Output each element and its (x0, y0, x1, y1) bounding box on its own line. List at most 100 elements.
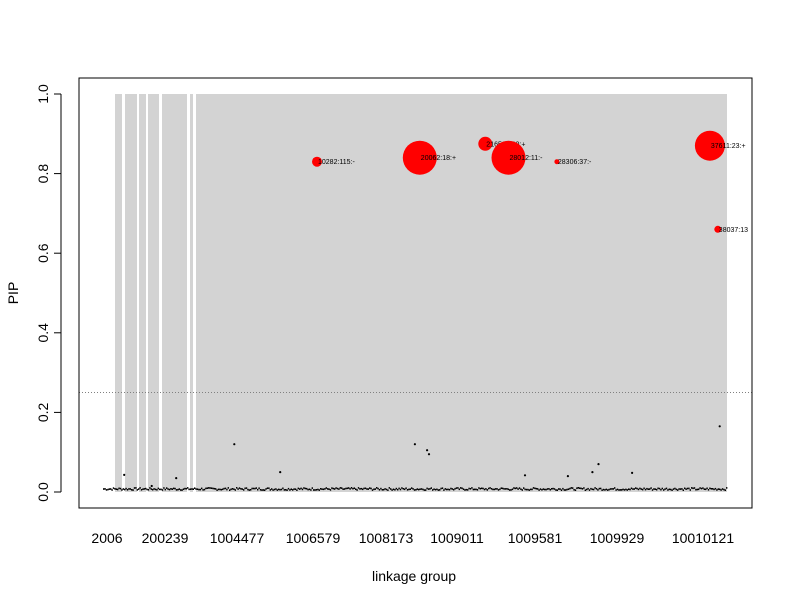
baseline-point (128, 488, 130, 490)
baseline-point (173, 487, 175, 490)
baseline-point (678, 488, 680, 490)
baseline-point (320, 488, 322, 490)
baseline-point (195, 488, 197, 490)
y-axis: 0.0 0.2 0.4 0.6 0.8 1.0 (35, 84, 62, 502)
baseline-point (208, 487, 210, 489)
baseline-point (586, 488, 588, 491)
baseline-point (622, 488, 624, 491)
baseline-point (630, 487, 633, 490)
highlighted-snps: 10282:115:-20062:18:+21656:100:+28012:11… (312, 130, 748, 234)
baseline-point (523, 487, 525, 489)
baseline-point (294, 488, 297, 490)
baseline-point (556, 489, 558, 491)
baseline-point (539, 488, 542, 490)
minor-point (150, 484, 153, 488)
baseline-point (362, 488, 364, 491)
baseline-point (325, 487, 327, 489)
baseline-point (654, 488, 656, 490)
baseline-point (163, 487, 165, 489)
baseline-point (468, 487, 470, 490)
baseline-point (726, 487, 728, 489)
baseline-point (437, 489, 439, 491)
baseline-point (269, 489, 271, 491)
minor-point (427, 453, 431, 456)
baseline-point (419, 488, 421, 490)
highlight-point (491, 140, 526, 175)
baseline-point (191, 488, 193, 490)
baseline-point (384, 488, 386, 490)
baseline-point (567, 488, 570, 490)
baseline-point (331, 487, 333, 489)
baseline-point (679, 488, 682, 490)
baseline-point (266, 487, 269, 489)
baseline-point (629, 488, 631, 491)
baseline-point (684, 487, 686, 490)
baseline-point (443, 489, 445, 491)
baseline-point (108, 488, 110, 490)
baseline-point (671, 489, 673, 491)
baseline-point (457, 487, 459, 489)
baseline-point (223, 487, 225, 490)
baseline-point (152, 488, 154, 491)
baseline-point (429, 488, 431, 490)
baseline-point (182, 488, 185, 490)
baseline-point (271, 488, 273, 490)
baseline-point (544, 488, 546, 491)
baseline-point (451, 488, 453, 490)
baseline-point (192, 488, 194, 490)
baseline-point (212, 487, 214, 490)
baseline-point (380, 487, 382, 490)
baseline-point (334, 488, 336, 490)
baseline-point (530, 488, 532, 491)
baseline-point (712, 488, 714, 490)
linkage-band (196, 94, 727, 492)
baseline-point (374, 488, 376, 490)
y-tick-label: 0.6 (35, 243, 51, 263)
baseline-point (258, 487, 260, 489)
baseline-point (675, 488, 677, 491)
baseline-point (446, 488, 448, 491)
baseline-point (572, 487, 574, 489)
baseline-point (665, 487, 668, 490)
baseline-point (538, 489, 540, 491)
baseline-point (272, 489, 274, 491)
baseline-point (531, 488, 533, 491)
baseline-point (222, 488, 224, 491)
baseline-point (413, 489, 416, 491)
baseline-point (703, 488, 705, 490)
baseline-point (307, 488, 309, 491)
y-tick-label: 0.4 (35, 323, 51, 343)
baseline-point (324, 488, 326, 490)
y-axis-title: PIP (5, 282, 21, 305)
baseline-point (149, 487, 151, 489)
baseline-point (693, 487, 696, 489)
baseline-point (327, 488, 329, 490)
baseline-point (714, 487, 717, 490)
baseline-point (607, 489, 609, 491)
baseline-point (231, 488, 234, 490)
baseline-point (336, 487, 339, 490)
baseline-point (202, 489, 204, 491)
baseline-point (696, 488, 698, 491)
baseline-point (518, 487, 521, 489)
baseline-point (135, 487, 137, 489)
baseline-point (300, 487, 302, 490)
baseline-point (350, 487, 353, 489)
x-tick-label: 1009011 (430, 530, 484, 546)
baseline-point (110, 488, 112, 490)
y-tick-label: 1.0 (35, 84, 51, 104)
baseline-point (237, 488, 239, 490)
baseline-point (565, 489, 567, 491)
baseline-point (591, 488, 593, 491)
highlight-point (478, 136, 493, 151)
baseline-point (688, 487, 690, 490)
highlight-point (402, 140, 437, 175)
baseline-point (713, 488, 715, 491)
baseline-point (339, 487, 341, 489)
baseline-point (180, 489, 182, 491)
baseline-point (129, 488, 131, 490)
baseline-point (335, 487, 337, 489)
baseline-point (660, 488, 662, 491)
baseline-point (243, 489, 245, 491)
